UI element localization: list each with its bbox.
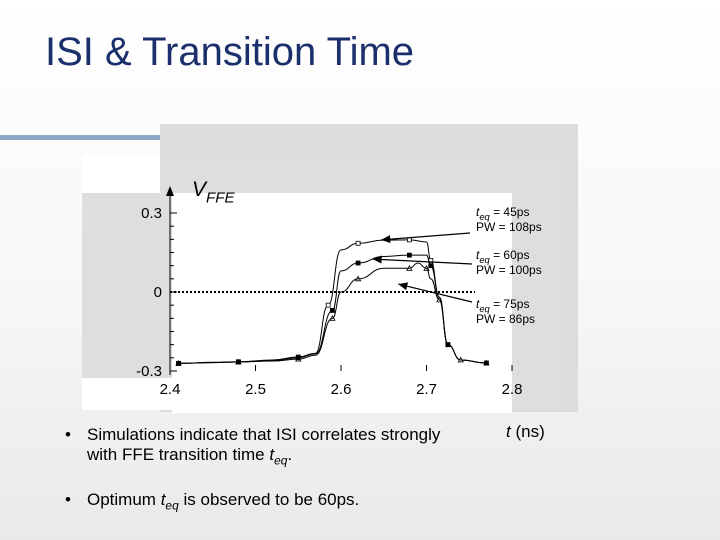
- series-point: [235, 358, 242, 365]
- label-box-x: [82, 378, 512, 410]
- x-tick-label: 2.4: [160, 381, 181, 398]
- x-tick-label: 2.6: [331, 381, 352, 398]
- series-point: [325, 302, 331, 308]
- annotation-arrow-head: [381, 235, 391, 244]
- series-point: [483, 359, 490, 366]
- annotation-arrow-line: [372, 258, 473, 265]
- bullet-item: • Optimum teq is observed to be 60ps.: [65, 490, 465, 513]
- label-box-y: [82, 155, 160, 193]
- series-point: [355, 240, 361, 246]
- annotation-teq-label: teq = 45ps: [476, 205, 529, 222]
- bullet-marker: •: [65, 490, 71, 510]
- annotation-arrow-head: [372, 255, 382, 264]
- bullet-item: • Simulations indicate that ISI correlat…: [65, 425, 465, 468]
- series-point: [175, 360, 182, 366]
- x-tick-label: 2.7: [416, 381, 437, 398]
- annotation-teq-label: teq = 60ps: [476, 248, 529, 265]
- x-tick-label: 2.8: [502, 381, 523, 398]
- series-point: [428, 263, 434, 269]
- annotation-arrow-line: [398, 283, 473, 303]
- annotation-pw-label: PW = 108ps: [476, 220, 542, 234]
- annotation-teq-label: teq = 75ps: [476, 297, 529, 314]
- series-point: [355, 260, 361, 266]
- title-accent-bar: [0, 135, 160, 140]
- annotation-pw-label: PW = 100ps: [476, 263, 542, 277]
- series-point: [295, 355, 302, 362]
- series-point: [423, 264, 430, 271]
- y-axis-arrow: [166, 186, 174, 196]
- slide-title: ISI & Transition Time: [45, 30, 415, 74]
- annotation-pw-label: PW = 86ps: [476, 312, 535, 326]
- series-point: [406, 264, 413, 271]
- y-tick-label: 0: [154, 284, 162, 301]
- y-tick-label: -0.3: [136, 363, 162, 380]
- series-line: [178, 262, 487, 364]
- annotation-arrow-line: [381, 232, 471, 241]
- plot-area: [172, 193, 512, 413]
- series-point: [330, 308, 335, 313]
- series-point: [354, 275, 362, 282]
- series-point: [406, 252, 412, 258]
- series-point: [436, 296, 443, 303]
- series-point: [329, 315, 336, 321]
- y-tick-label: 0.3: [141, 205, 162, 222]
- x-tick-label: 2.5: [245, 381, 266, 398]
- x-axis-title: t (ns): [506, 422, 545, 441]
- bullet-text: Simulations indicate that ISI correlates…: [87, 425, 441, 468]
- annotation-arrow-head: [398, 282, 408, 291]
- bullet-marker: •: [65, 425, 71, 444]
- series-point: [457, 356, 464, 363]
- y-axis-title: VFFE: [192, 178, 235, 206]
- bullet-list: • Simulations indicate that ISI correlat…: [65, 425, 465, 535]
- bullet-text: Optimum teq is observed to be 60ps.: [87, 490, 360, 513]
- series-point: [406, 237, 412, 243]
